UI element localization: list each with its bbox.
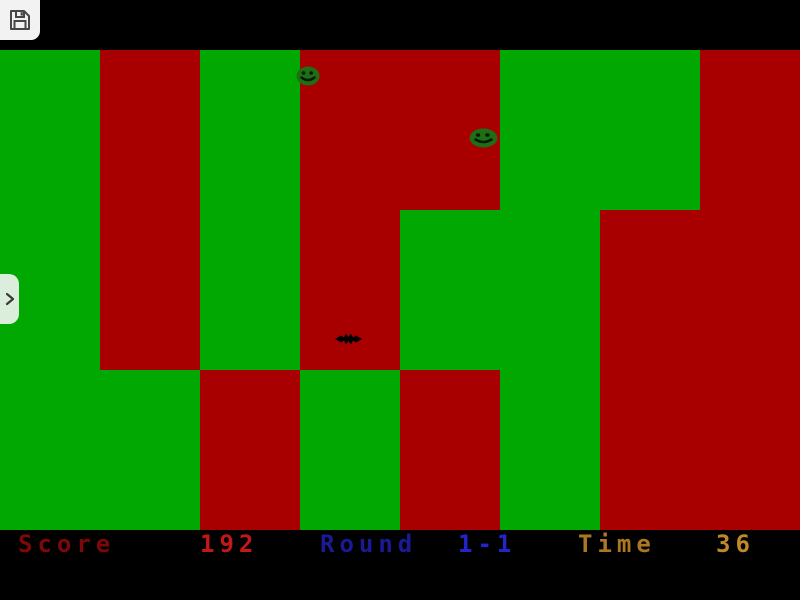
board-cell — [500, 370, 600, 530]
sidebar-toggle-button[interactable] — [0, 274, 19, 324]
save-button[interactable] — [0, 0, 40, 40]
board-cell — [400, 210, 500, 370]
board-cell — [400, 370, 500, 530]
board-cell — [300, 370, 400, 530]
board-cell — [600, 210, 700, 370]
time-label: Time — [578, 530, 656, 558]
board-cell — [200, 370, 300, 530]
chevron-right-icon — [5, 292, 14, 306]
score-value: 192 — [200, 530, 259, 558]
floppy-save-icon — [10, 10, 30, 30]
top-bar — [0, 0, 800, 50]
board-cell — [600, 370, 800, 530]
creature-sprite — [469, 127, 498, 148]
board-cell — [700, 50, 800, 370]
round-label: Round — [320, 530, 418, 558]
board-cell — [500, 50, 600, 370]
board-cell — [100, 50, 200, 370]
creature-face-icon — [469, 128, 498, 148]
time-value: 36 — [716, 530, 755, 558]
creature-sprite — [296, 65, 320, 86]
board-cell — [200, 50, 300, 370]
score-label: Score — [18, 530, 116, 558]
spider-sprite — [335, 332, 362, 346]
creature-face-icon — [296, 66, 320, 86]
spider-icon — [335, 333, 362, 345]
board-cell — [600, 50, 700, 210]
status-bar: Score 192 Round 1-1 Time 36 — [0, 530, 800, 600]
board-cell — [300, 50, 400, 370]
round-value: 1-1 — [458, 530, 517, 558]
board-cell — [0, 370, 200, 530]
